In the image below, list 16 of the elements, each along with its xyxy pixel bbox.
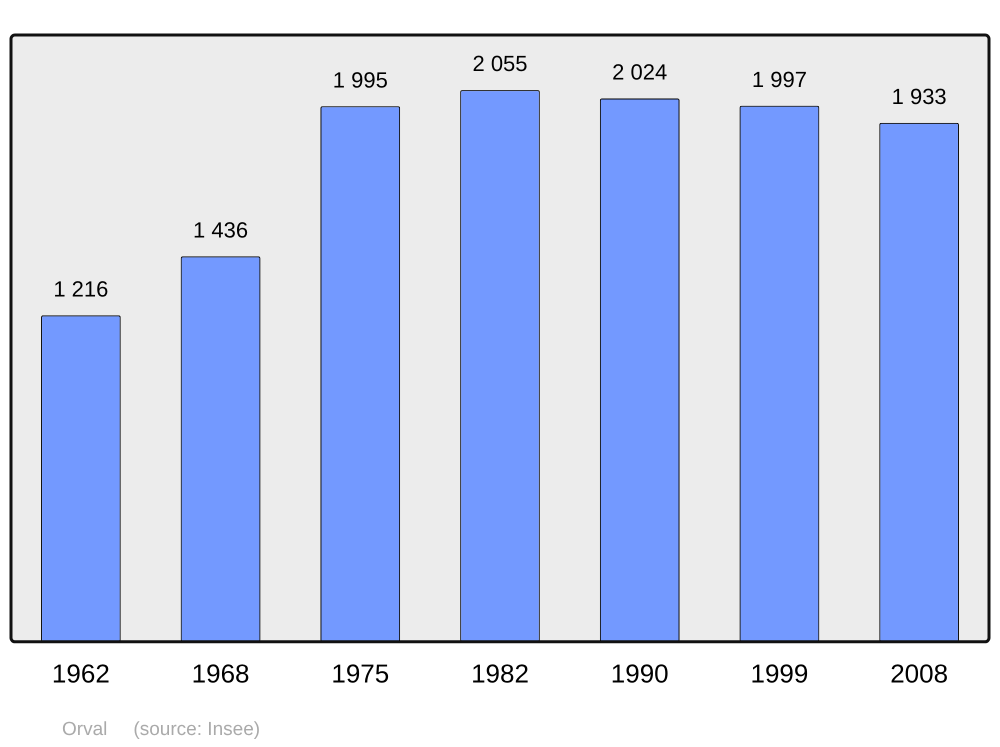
data-label: 1 216 bbox=[53, 276, 108, 302]
data-label: 1 436 bbox=[193, 217, 248, 242]
data-label: 1 997 bbox=[752, 66, 807, 92]
x-tick-label: 1990 bbox=[610, 658, 669, 689]
data-label: 1 995 bbox=[332, 67, 388, 92]
text: (source: Insee) bbox=[133, 719, 260, 740]
data-label: 2 024 bbox=[612, 60, 668, 85]
x-tick-label: 2008 bbox=[890, 658, 948, 689]
x-tick-label: 1982 bbox=[471, 658, 529, 689]
x-tick-label: 1999 bbox=[750, 658, 808, 689]
x-tick-label: 1968 bbox=[192, 658, 250, 689]
text: Orval bbox=[62, 719, 108, 740]
x-tick-label: 1975 bbox=[331, 658, 390, 689]
x-tick-label: 1962 bbox=[52, 658, 110, 689]
data-label: 1 933 bbox=[892, 84, 947, 109]
data-label: 2 055 bbox=[472, 51, 528, 76]
